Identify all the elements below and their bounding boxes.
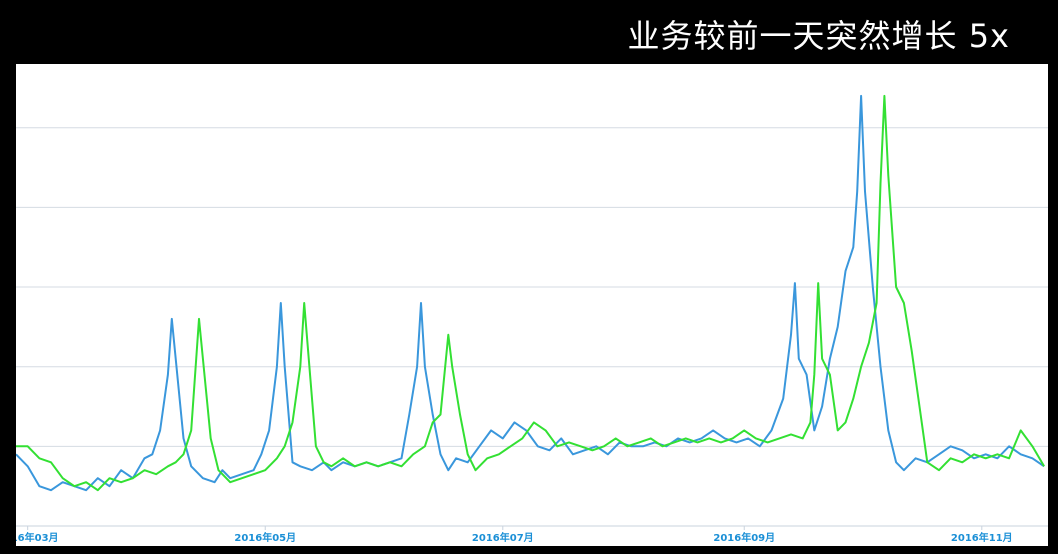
x-tick-label: 2016年11月	[951, 531, 1013, 544]
series-lines	[16, 94, 1045, 492]
grid-lines	[16, 127, 1048, 447]
x-tick-label: 2016年09月	[713, 531, 775, 544]
x-tick-label: 2016年07月	[472, 531, 534, 544]
slide-title: 业务较前一天突然增长 5x	[627, 17, 1010, 55]
chart-panel: 2016年03月 2016年05月 2016年07月 2016年09月 2016年11月	[16, 64, 1048, 546]
x-axis: 2016年03月 2016年05月 2016年07月 2016年09月 2016年11月	[16, 525, 1048, 544]
x-tick-label: 2016年03月	[16, 531, 59, 544]
x-tick-label: 2016年05月	[234, 531, 296, 544]
series-line-1	[16, 94, 1045, 492]
line-chart: 2016年03月 2016年05月 2016年07月 2016年09月 2016年11月	[16, 94, 1048, 544]
series-line-2	[16, 94, 1045, 492]
